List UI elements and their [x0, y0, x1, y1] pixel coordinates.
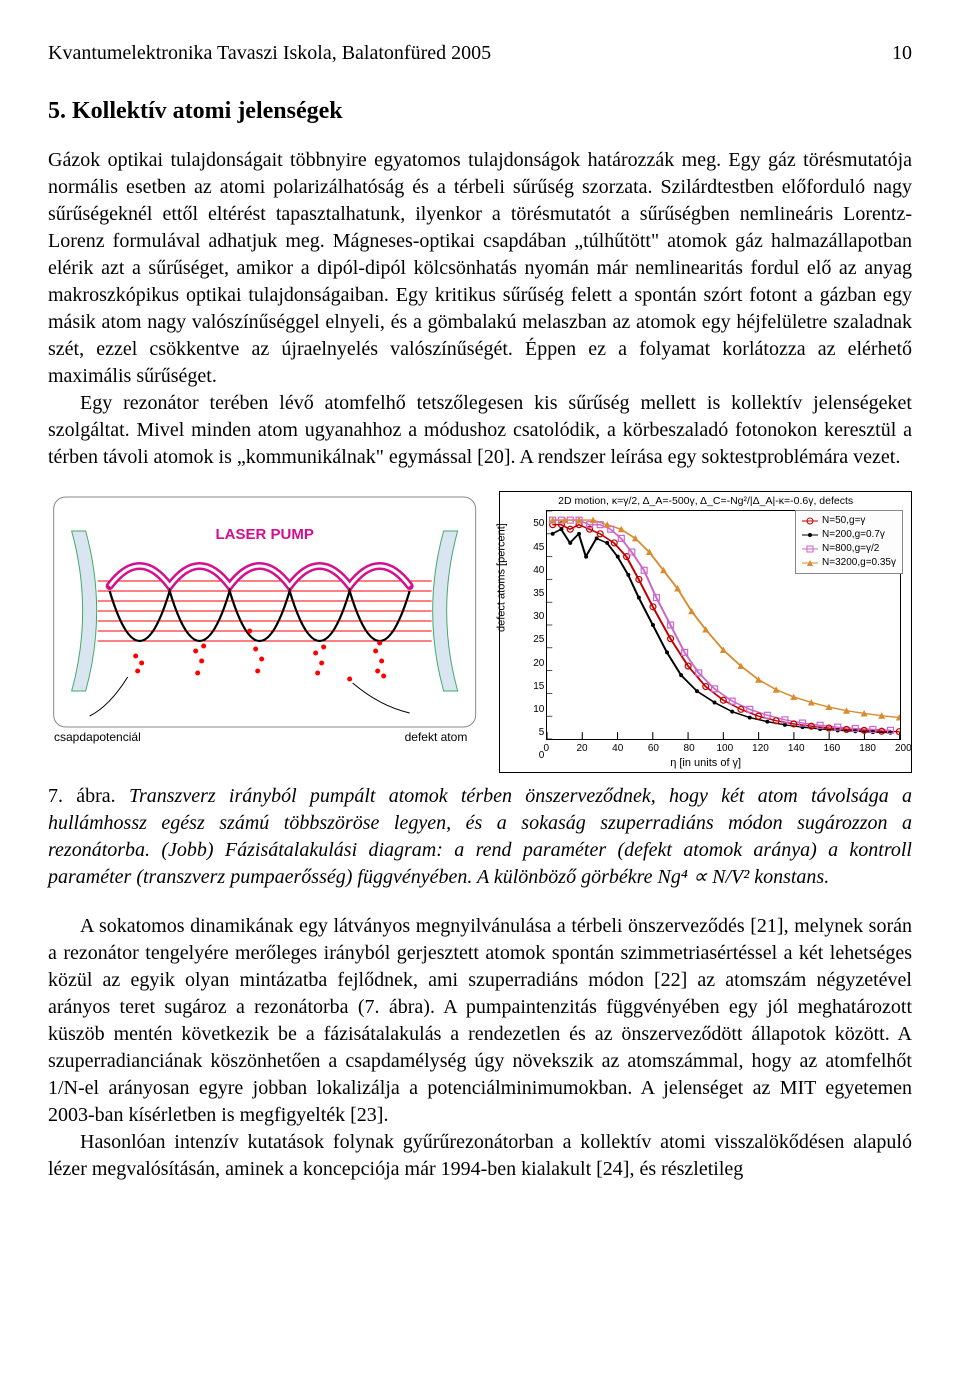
chart-xlabel: η [in units of γ]: [500, 756, 911, 771]
xtick: 80: [684, 742, 695, 756]
section-title-text: Kollektív atomi jelenségek: [72, 98, 343, 124]
chart-box: 2D motion, κ=γ/2, Δ_A=-500γ, Δ_C=-Ng²/|Δ…: [499, 491, 912, 773]
caption-text: Transzverz irányból pumpált atomok térbe…: [48, 785, 912, 888]
xtick: 60: [648, 742, 659, 756]
chart-ylabel: defect atoms [percent]: [495, 524, 510, 633]
paragraph-3: A sokatomos dinamikának egy látványos me…: [48, 913, 912, 1129]
running-header: Kvantumelektronika Tavaszi Iskola, Balat…: [48, 40, 912, 67]
ytick: 30: [520, 610, 544, 624]
ytick: 20: [520, 656, 544, 670]
legend-row: N=800,g=γ/2: [802, 542, 896, 556]
csapda-label: csapdapotenciál: [54, 729, 141, 745]
xtick: 100: [716, 742, 733, 756]
defekt-label: defekt atom: [405, 729, 468, 745]
xtick: 20: [576, 742, 587, 756]
ytick: 10: [520, 703, 544, 717]
header-left: Kvantumelektronika Tavaszi Iskola, Balat…: [48, 40, 491, 67]
figure-right-chart: 2D motion, κ=γ/2, Δ_A=-500γ, Δ_C=-Ng²/|Δ…: [499, 491, 912, 773]
ytick: 40: [520, 564, 544, 578]
xtick: 0: [544, 742, 550, 756]
paragraph-4: Hasonlóan intenzív kutatások folynak gyű…: [48, 1129, 912, 1183]
laser-pump-label: LASER PUMP: [215, 526, 313, 543]
xtick: 160: [824, 742, 841, 756]
ytick: 50: [520, 517, 544, 531]
legend-row: N=3200,g=0.35γ: [802, 556, 896, 570]
ytick: 15: [520, 680, 544, 694]
figure-row: LASER PUMP csapdapotenciál defekt atom: [48, 491, 912, 773]
ytick: 25: [520, 633, 544, 647]
ytick: 5: [520, 726, 544, 740]
xtick: 140: [788, 742, 805, 756]
figure-left-cavity: LASER PUMP csapdapotenciál defekt atom: [48, 491, 481, 751]
ytick: 45: [520, 540, 544, 554]
section-number: 5.: [48, 98, 66, 124]
chart-title: 2D motion, κ=γ/2, Δ_A=-500γ, Δ_C=-Ng²/|Δ…: [500, 494, 911, 508]
cavity-svg: LASER PUMP: [48, 491, 481, 751]
xtick: 40: [612, 742, 623, 756]
caption-lead: 7. ábra.: [48, 785, 116, 807]
figure-caption: 7. ábra. Transzverz irányból pumpált ato…: [48, 783, 912, 891]
xtick: 200: [895, 742, 912, 756]
xtick: 180: [859, 742, 876, 756]
header-page-number: 10: [892, 40, 912, 67]
paragraph-1: Gázok optikai tulajdonságait többnyire e…: [48, 147, 912, 390]
legend-row: N=50,g=γ: [802, 514, 896, 528]
ytick: 0: [520, 749, 544, 763]
legend-box: N=50,g=γN=200,g=0.7γN=800,g=γ/2N=3200,g=…: [795, 510, 903, 574]
section-heading: 5. Kollektív atomi jelenségek: [48, 95, 912, 127]
xtick: 120: [752, 742, 769, 756]
paragraph-2: Egy rezonátor terében lévő atomfelhő tet…: [48, 390, 912, 471]
legend-row: N=200,g=0.7γ: [802, 528, 896, 542]
ytick: 35: [520, 587, 544, 601]
